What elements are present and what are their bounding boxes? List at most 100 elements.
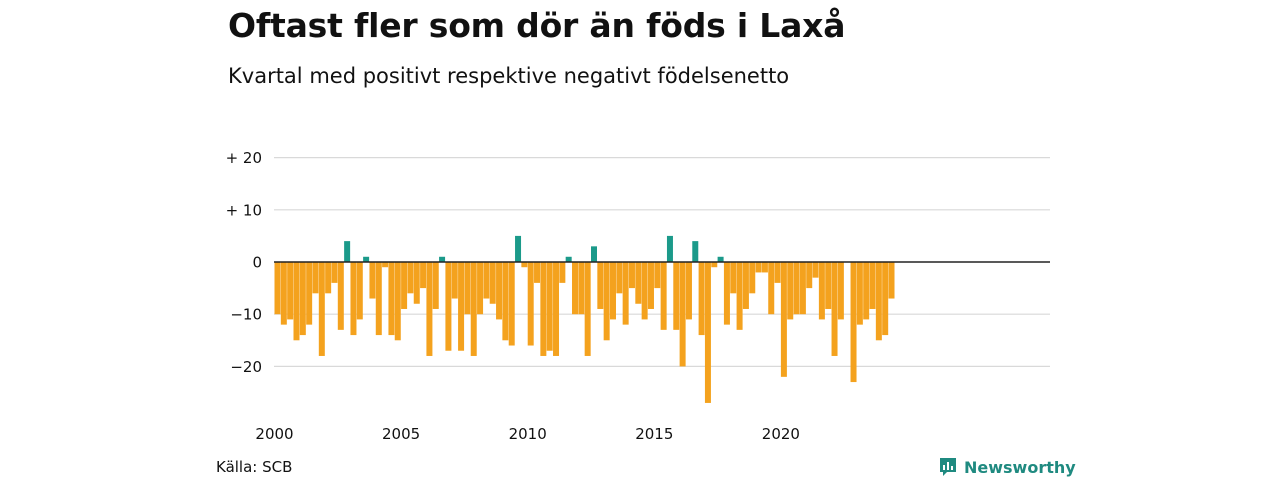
bar-negative (736, 262, 743, 330)
x-tick-label: 2020 (762, 425, 800, 443)
bar-negative (749, 262, 756, 294)
bar-negative (477, 262, 484, 315)
bar-negative (869, 262, 876, 309)
bar-positive (666, 235, 673, 262)
bar-negative (287, 262, 294, 320)
bar-negative (837, 262, 844, 320)
bar-negative (660, 262, 667, 330)
bar-negative (458, 262, 465, 351)
bar-negative (445, 262, 452, 351)
bar-negative (730, 262, 737, 294)
y-tick-label: 0 (252, 254, 262, 272)
bar-negative (559, 262, 566, 283)
bar-negative (863, 262, 870, 320)
bar-negative (673, 262, 680, 330)
bar-negative (742, 262, 749, 309)
bar-negative (331, 262, 338, 283)
bar-negative (806, 262, 813, 289)
bar-negative (502, 262, 509, 341)
bar-positive (439, 256, 446, 262)
bar-negative (325, 262, 332, 294)
bar-negative (464, 262, 471, 315)
bar-negative (635, 262, 642, 304)
bar-negative (679, 262, 686, 367)
bar-negative (293, 262, 300, 341)
bar-negative (856, 262, 863, 325)
bar-negative (780, 262, 787, 377)
bar-negative (572, 262, 579, 315)
bar-negative (306, 262, 313, 325)
bar-negative (426, 262, 433, 356)
y-tick-label: −20 (230, 358, 262, 376)
bar-negative (489, 262, 496, 304)
bars (274, 235, 895, 403)
bar-negative (812, 262, 819, 278)
axis-labels: + 20 + 10 0 −10 −20 2000 2005 2010 2015 2020 (226, 149, 800, 443)
bar-negative (793, 262, 800, 315)
bar-negative (628, 262, 635, 289)
bar-positive (717, 256, 724, 262)
bar-negative (451, 262, 458, 299)
bar-negative (685, 262, 692, 320)
bar-negative (850, 262, 857, 383)
chart-title: Oftast fler som dör än föds i Laxå (228, 6, 846, 45)
bar-positive (591, 246, 597, 262)
bar-negative (420, 262, 427, 289)
bar-negative (622, 262, 629, 325)
bar-negative (312, 262, 319, 294)
bar-negative (401, 262, 408, 309)
bar-negative (597, 262, 604, 309)
bar-negative (534, 262, 541, 283)
y-tick-label: + 20 (226, 149, 262, 167)
x-tick-label: 2010 (509, 425, 547, 443)
bar-negative (432, 262, 439, 309)
x-tick-label: 2005 (382, 425, 420, 443)
bar-negative (274, 262, 281, 315)
bar-negative (831, 262, 838, 356)
bar-negative (496, 262, 503, 320)
bar-negative (280, 262, 287, 325)
bar-negative (546, 262, 553, 351)
bar-negative (704, 262, 711, 403)
bar-negative (356, 262, 363, 320)
bar-negative (382, 262, 389, 268)
bar-negative (641, 262, 648, 320)
bar-negative (413, 262, 420, 304)
y-tick-label: −10 (230, 306, 262, 324)
bar-negative (761, 262, 768, 273)
bar-negative (787, 262, 794, 320)
bar-negative (723, 262, 730, 325)
bar-negative (825, 262, 832, 309)
bar-positive (344, 241, 351, 262)
bar-negative (584, 262, 591, 356)
bar-negative (318, 262, 325, 356)
bar-negative (388, 262, 395, 336)
y-tick-label: + 10 (226, 201, 262, 219)
bar-positive (692, 241, 699, 262)
bar-negative (394, 262, 401, 341)
bar-negative (774, 262, 781, 283)
newsworthy-logo-icon (940, 458, 956, 476)
bar-negative (527, 262, 534, 346)
newsworthy-logo: Newsworthy (938, 456, 1076, 478)
bar-negative (698, 262, 705, 336)
bar-negative (369, 262, 376, 299)
bar-negative (647, 262, 654, 309)
bar-positive (565, 256, 572, 262)
chart-subtitle: Kvartal med positivt respektive negativt… (228, 64, 790, 88)
bar-negative (818, 262, 825, 320)
bar-negative (616, 262, 623, 294)
bar-negative (888, 262, 895, 299)
source-note: Källa: SCB (216, 458, 293, 476)
bar-negative (553, 262, 560, 356)
bar-positive (363, 256, 370, 262)
bar-negative (603, 262, 610, 341)
x-tick-label: 2015 (635, 425, 673, 443)
bar-negative (483, 262, 490, 299)
bar-negative (508, 262, 515, 346)
bar-negative (654, 262, 661, 289)
bar-positive (515, 235, 522, 262)
bar-negative (578, 262, 585, 315)
bar-negative (521, 262, 528, 268)
